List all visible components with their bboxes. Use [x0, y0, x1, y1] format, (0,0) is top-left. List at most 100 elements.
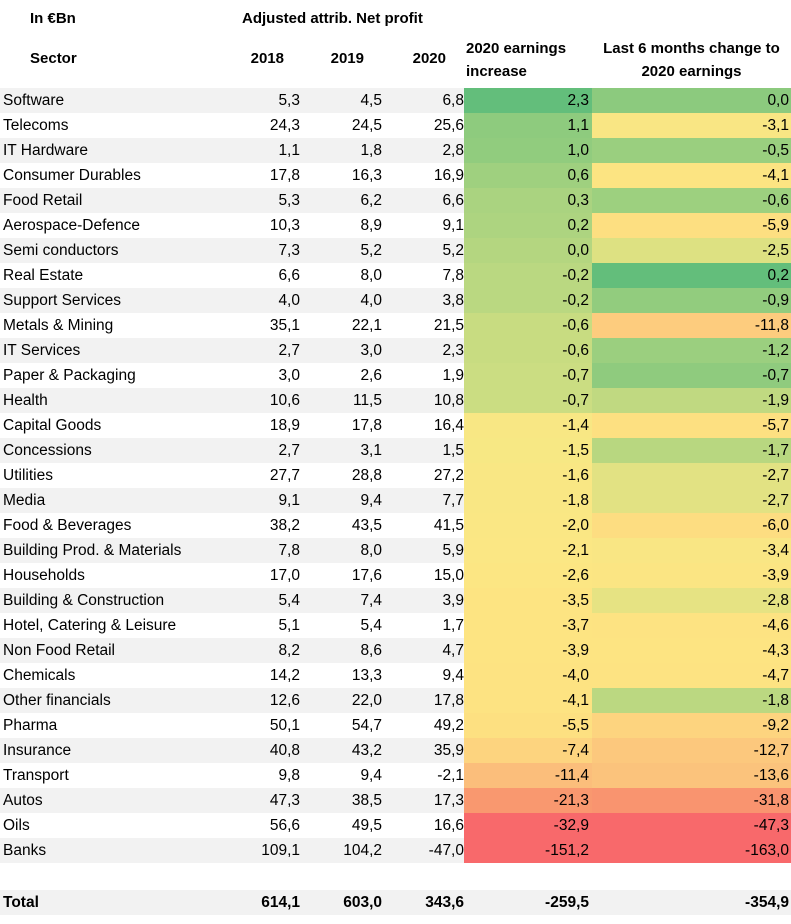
value-2019-cell: 5,2 — [360, 242, 382, 259]
table-row: Support Services 4,0 4,0 3,8 -0,2 -0,9 — [0, 288, 791, 313]
earnings-increase-cell: -2,0 — [464, 513, 592, 538]
six-month-change-cell: -9,2 — [592, 713, 791, 738]
value-2020-cell: 5,9 — [442, 542, 464, 559]
earnings-increase-cell: -1,4 — [464, 413, 592, 438]
unit-label: In €Bn — [30, 10, 76, 27]
value-2020-cell: 1,9 — [442, 367, 464, 384]
table-row: IT Hardware 1,1 1,8 2,8 1,0 -0,5 — [0, 138, 791, 163]
total-2019: 603,0 — [343, 894, 382, 911]
earnings-increase-cell: -0,2 — [464, 263, 592, 288]
sector-cell: Capital Goods — [3, 417, 102, 434]
value-2020-cell: 15,0 — [433, 567, 464, 584]
earnings-increase-cell: -0,6 — [464, 313, 592, 338]
value-2019-cell: 8,9 — [360, 217, 382, 234]
sector-cell: Transport — [3, 767, 69, 784]
six-month-change-header-line1: Last 6 months change to — [603, 40, 780, 57]
earnings-increase-cell: -3,5 — [464, 588, 592, 613]
six-month-change-cell: -12,7 — [592, 738, 791, 763]
data-table-body: Software 5,3 4,5 6,8 2,3 0,0 Telecoms 24,3 24,5 2… — [0, 88, 791, 863]
six-month-change-cell: -4,1 — [592, 163, 791, 188]
value-2020-cell: 21,5 — [433, 317, 464, 334]
value-2020-cell: 17,3 — [433, 792, 464, 809]
header-2020: 2020 — [412, 50, 446, 67]
value-2020-cell: 1,7 — [442, 617, 464, 634]
earnings-increase-cell: -7,4 — [464, 738, 592, 763]
earnings-increase-cell: 2,3 — [464, 88, 592, 113]
earnings-increase-cell: -32,9 — [464, 813, 592, 838]
value-2019-cell: 49,5 — [351, 817, 382, 834]
sector-cell: Banks — [3, 842, 47, 859]
table-row: Households 17,0 17,6 15,0 -2,6 -3,9 — [0, 563, 791, 588]
value-2019-cell: 24,5 — [351, 117, 382, 134]
table-row: Other financials 12,6 22,0 17,8 -4,1 -1,8 — [0, 688, 791, 713]
earnings-increase-cell: 0,6 — [464, 163, 592, 188]
six-month-change-cell: -1,7 — [592, 438, 791, 463]
earnings-increase-cell: -11,4 — [464, 763, 592, 788]
sector-cell: Insurance — [3, 742, 72, 759]
sector-cell: Software — [3, 92, 65, 109]
value-2018-cell: 24,3 — [269, 117, 300, 134]
six-month-change-cell: -2,8 — [592, 588, 791, 613]
value-2019-cell: 104,2 — [343, 842, 382, 859]
value-2018-cell: 7,8 — [278, 542, 300, 559]
table-row: Pharma 50,1 54,7 49,2 -5,5 -9,2 — [0, 713, 791, 738]
six-month-change-cell: -2,7 — [592, 463, 791, 488]
six-month-change-cell: -0,6 — [592, 188, 791, 213]
earnings-increase-cell: 1,1 — [464, 113, 592, 138]
value-2018-cell: 3,0 — [278, 367, 300, 384]
value-2019-cell: 17,6 — [351, 567, 382, 584]
earnings-increase-cell: -151,2 — [464, 838, 592, 863]
six-month-change-cell: -1,8 — [592, 688, 791, 713]
table-row: Building & Construction 5,4 7,4 3,9 -3,5 -2,8 — [0, 588, 791, 613]
six-month-change-cell: -31,8 — [592, 788, 791, 813]
table-row: Real Estate 6,6 8,0 7,8 -0,2 0,2 — [0, 263, 791, 288]
value-2018-cell: 4,0 — [278, 292, 300, 309]
value-2018-cell: 17,0 — [269, 567, 300, 584]
value-2019-cell: 13,3 — [351, 667, 382, 684]
value-2019-cell: 43,2 — [351, 742, 382, 759]
value-2018-cell: 2,7 — [278, 442, 300, 459]
value-2018-cell: 5,4 — [278, 592, 300, 609]
earnings-increase-cell: -2,6 — [464, 563, 592, 588]
value-2018-cell: 9,8 — [278, 767, 300, 784]
header-2018: 2018 — [250, 50, 284, 67]
value-2018-cell: 1,1 — [278, 142, 300, 159]
six-month-change-cell: -0,9 — [592, 288, 791, 313]
table-row: Hotel, Catering & Leisure 5,1 5,4 1,7 -3,7 -4… — [0, 613, 791, 638]
value-2018-cell: 56,6 — [269, 817, 300, 834]
value-2020-cell: 6,6 — [442, 192, 464, 209]
value-2019-cell: 16,3 — [351, 167, 382, 184]
value-2019-cell: 8,0 — [360, 542, 382, 559]
sector-cell: Concessions — [3, 442, 92, 459]
value-2020-cell: 4,7 — [442, 642, 464, 659]
sector-cell: Pharma — [3, 717, 58, 734]
six-month-change-header-line2: 2020 earnings — [641, 63, 742, 80]
six-month-change-cell: -13,6 — [592, 763, 791, 788]
value-2020-cell: -47,0 — [428, 842, 464, 859]
value-2020-cell: 2,8 — [442, 142, 464, 159]
sector-cell: Food & Beverages — [3, 517, 132, 534]
value-2019-cell: 7,4 — [360, 592, 382, 609]
total-row: Total 614,1 603,0 343,6 -259,5 -354,9 — [0, 890, 791, 915]
earnings-increase-header-line2: increase — [466, 63, 527, 80]
table-row: Consumer Durables 17,8 16,3 16,9 0,6 -4,1 — [0, 163, 791, 188]
earnings-increase-cell: -0,2 — [464, 288, 592, 313]
value-2018-cell: 50,1 — [269, 717, 300, 734]
earnings-increase-cell: -5,5 — [464, 713, 592, 738]
six-month-change-cell: -4,3 — [592, 638, 791, 663]
value-2019-cell: 4,0 — [360, 292, 382, 309]
sector-cell: Hotel, Catering & Leisure — [3, 617, 177, 634]
earnings-increase-cell: -1,5 — [464, 438, 592, 463]
sector-cell: Paper & Packaging — [3, 367, 136, 384]
six-month-change-cell: -0,7 — [592, 363, 791, 388]
value-2018-cell: 40,8 — [269, 742, 300, 759]
six-month-change-cell: -4,7 — [592, 663, 791, 688]
value-2020-cell: 25,6 — [433, 117, 464, 134]
value-2019-cell: 9,4 — [360, 767, 382, 784]
value-2019-cell: 22,1 — [351, 317, 382, 334]
value-2019-cell: 22,0 — [351, 692, 382, 709]
value-2018-cell: 5,1 — [278, 617, 300, 634]
value-2020-cell: 3,9 — [442, 592, 464, 609]
sector-cell: Metals & Mining — [3, 317, 114, 334]
sector-cell: IT Hardware — [3, 142, 88, 159]
